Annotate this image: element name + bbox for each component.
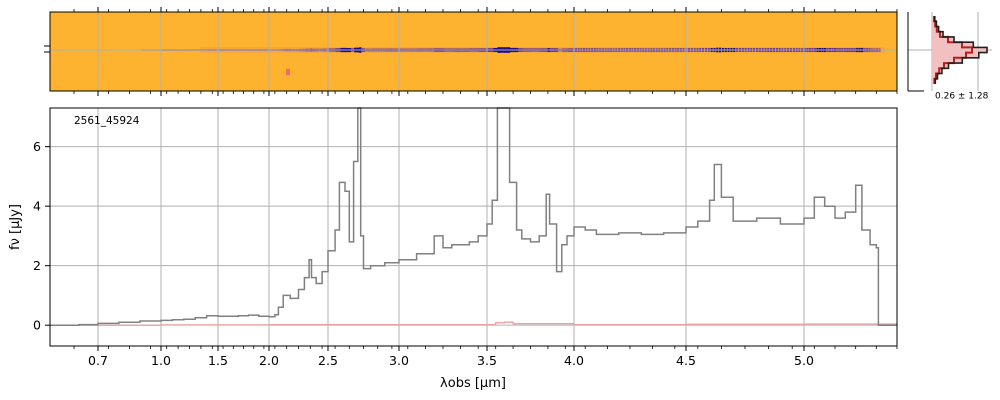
x-tick-label: 4.5 [676, 353, 696, 368]
x-tick-label: 1.5 [208, 353, 228, 368]
histogram-annotation: 0.26 ± 1.28 [935, 92, 989, 102]
x-tick-label: 2.5 [318, 353, 338, 368]
y-tick-label: 2 [33, 258, 41, 273]
x-tick-label: 3.5 [477, 353, 497, 368]
x-axis-ticks: 0.7 1.0 1.5 2.0 2.5 3.0 3.5 4.0 4.5 5.0 [73, 346, 898, 368]
x-tick-label: 1.0 [151, 353, 171, 368]
x-tick-label: 0.7 [88, 353, 108, 368]
y-axis-label: fν [μJy] [8, 204, 23, 250]
spectrum-2d-artifact [286, 69, 290, 75]
y-axis-ticks: 0 2 4 6 [33, 139, 50, 333]
x-tick-label: 5.0 [794, 353, 814, 368]
x-axis-label: λobs [μm] [440, 376, 506, 391]
histogram-profile [932, 16, 988, 84]
x-tick-label: 4.0 [564, 353, 584, 368]
plot-area [50, 108, 897, 346]
x-tick-label: 2.0 [259, 353, 279, 368]
y-tick-label: 6 [33, 139, 41, 154]
spectrum-2d-grid [50, 12, 897, 91]
plot-frame [49, 107, 898, 347]
spectrum-1d-panel: 0.7 1.0 1.5 2.0 2.5 3.0 3.5 4.0 4.5 5.0 0 2 4 6 2561… [8, 107, 898, 391]
histogram-panel: 0.26 ± 1.28 [907, 12, 992, 102]
y-tick-label: 4 [33, 199, 41, 214]
histogram-dark-line [934, 16, 988, 84]
object-id-label: 2561_45924 [74, 115, 140, 127]
histogram-red-line [933, 16, 973, 84]
histogram-fill [932, 16, 987, 84]
x-tick-label: 3.0 [389, 353, 409, 368]
y-tick-label: 0 [33, 318, 41, 333]
spectrum-line [50, 107, 897, 326]
spectrum-2d-panel [44, 7, 898, 96]
spectrum-2d-ticks [44, 7, 898, 96]
uncertainty-line [50, 321, 898, 326]
